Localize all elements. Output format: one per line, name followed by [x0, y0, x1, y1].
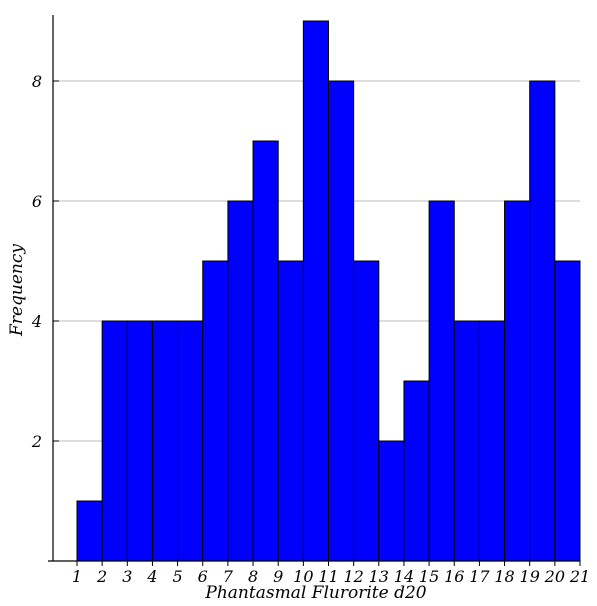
bar-2	[101, 320, 128, 562]
x-axis-title: Phantasmal Flurorite d20	[204, 583, 426, 603]
bar-7	[227, 200, 254, 562]
x-tick-label: 14	[394, 567, 414, 586]
x-tick-label: 13	[369, 567, 389, 586]
x-tick-label: 10	[293, 567, 313, 586]
x-tick-label: 21	[569, 567, 590, 586]
x-tick-label: 20	[544, 567, 565, 586]
bar-8	[252, 140, 279, 562]
bar-10	[302, 20, 330, 562]
bar-20	[554, 260, 581, 562]
x-tick-label: 11	[318, 567, 338, 586]
bar-18	[504, 200, 531, 562]
bar-16	[453, 320, 480, 562]
x-tick-label: 16	[444, 567, 464, 586]
y-axis-title: Frequency	[7, 244, 27, 337]
bars	[76, 20, 581, 562]
y-tick-label: 2	[31, 432, 42, 451]
bar-17	[478, 320, 506, 562]
bar-13	[378, 440, 405, 562]
x-tick-label: 2	[96, 567, 107, 586]
y-tick-label: 4	[31, 312, 42, 331]
bar-1	[76, 500, 103, 562]
bar-3	[126, 320, 153, 562]
x-tick-label: 6	[198, 567, 208, 586]
bar-14	[403, 380, 430, 562]
bar-12	[353, 260, 380, 562]
x-tick-label: 4	[146, 567, 157, 586]
x-tick-label: 3	[122, 567, 132, 586]
bar-5	[177, 320, 204, 562]
y-tick-label: 6	[32, 192, 42, 211]
bar-19	[529, 80, 556, 562]
x-tick-label: 1	[72, 567, 82, 586]
x-tick-label: 17	[469, 567, 490, 586]
bar-11	[328, 80, 355, 562]
x-tick-label: 18	[494, 567, 514, 586]
x-tick-label: 5	[173, 567, 183, 586]
bar-4	[151, 320, 179, 562]
bar-6	[202, 260, 229, 562]
x-tick-label: 15	[419, 567, 439, 586]
x-tick-label: 7	[223, 567, 234, 586]
x-tick-label: 12	[343, 567, 363, 586]
y-tick-label: 8	[32, 72, 42, 91]
x-tick-label: 9	[273, 567, 283, 586]
x-tick-label: 8	[248, 567, 258, 586]
bar-9	[277, 260, 304, 562]
x-tick-label: 19	[520, 567, 540, 586]
bar-15	[428, 200, 455, 562]
axes	[48, 15, 581, 566]
